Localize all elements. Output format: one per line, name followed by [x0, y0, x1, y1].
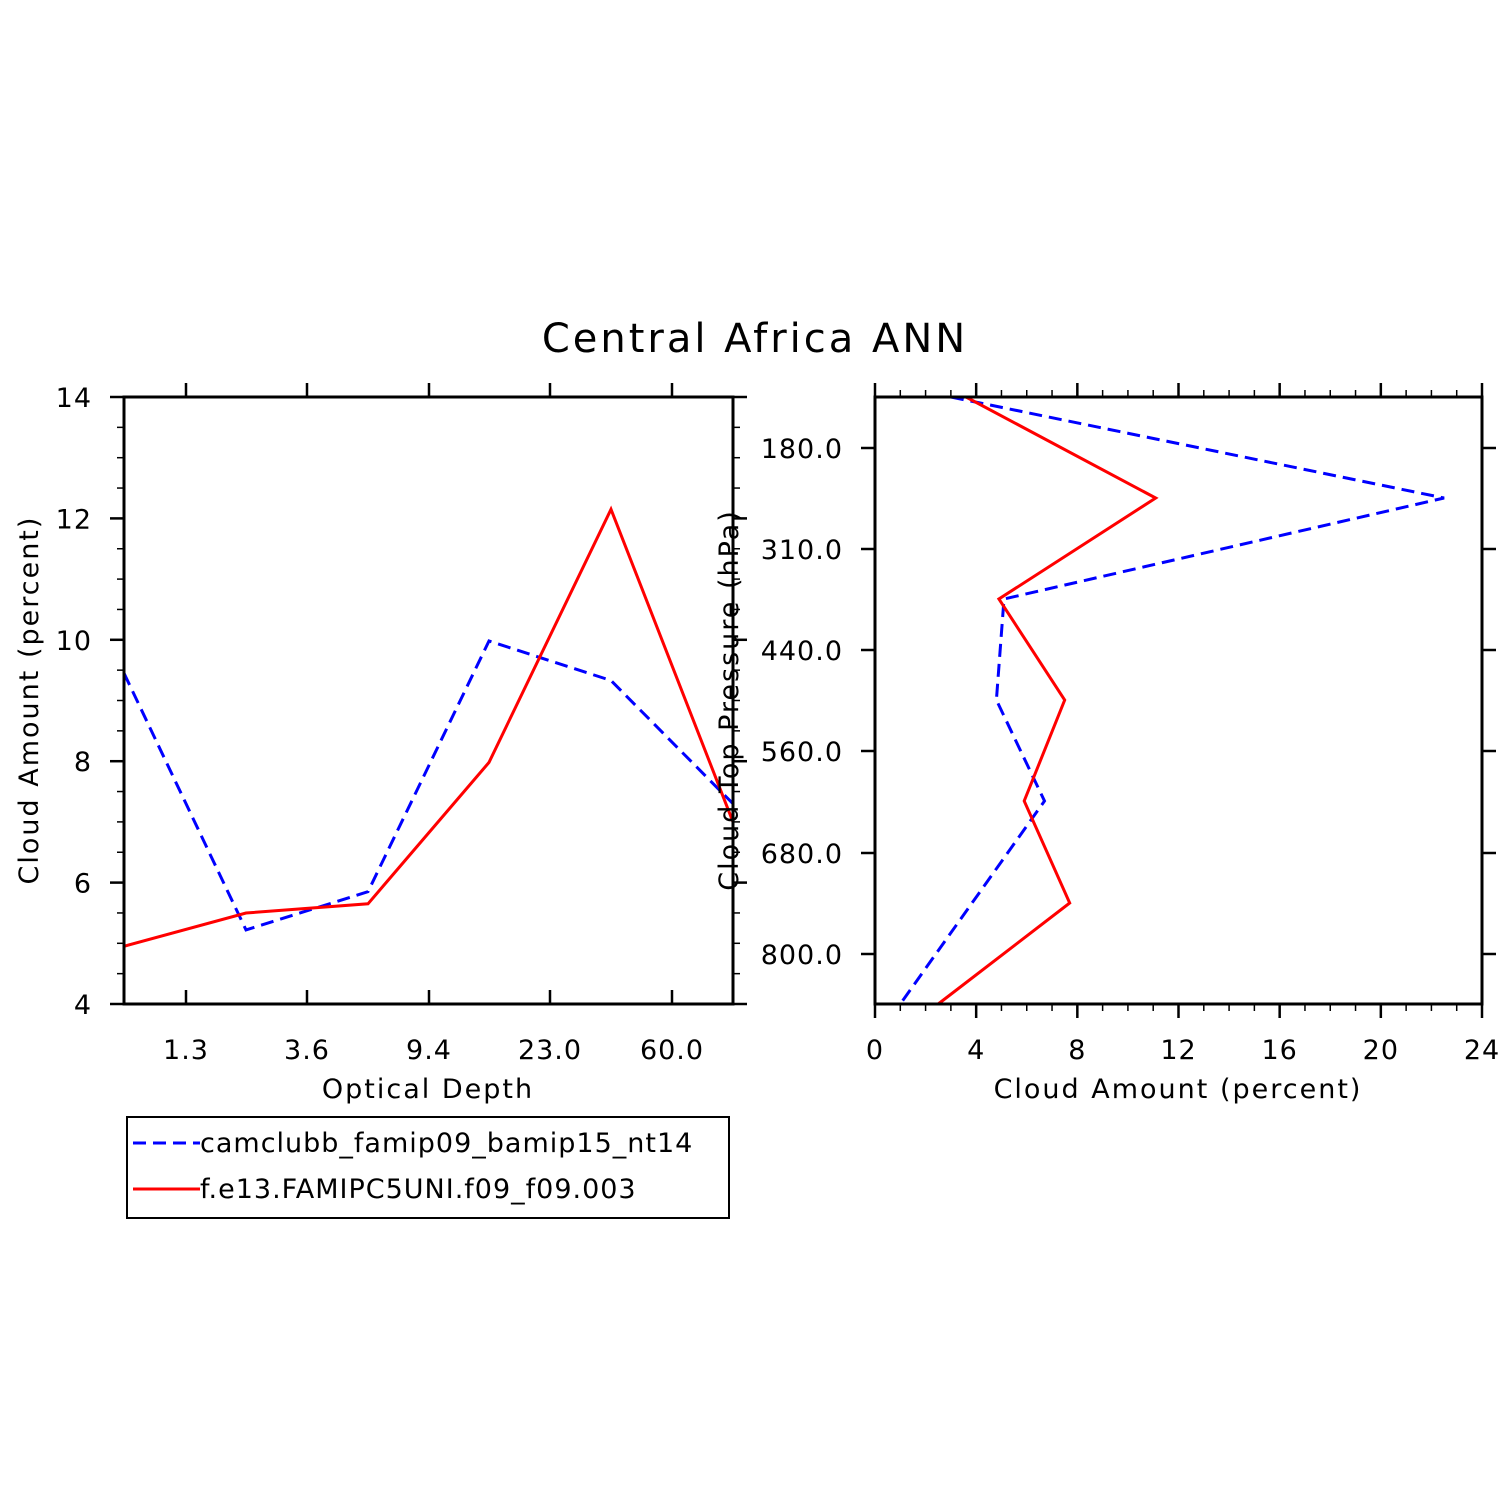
- right-x-tick-label: 4: [967, 1035, 985, 1066]
- legend: camclubb_famip09_bamip15_nt14 f.e13.FAMI…: [126, 1116, 730, 1219]
- left-x-tick-label: 1.3: [163, 1035, 209, 1066]
- left-minor-ticks: [117, 426, 740, 975]
- left-x-tick-label: 60.0: [640, 1035, 704, 1066]
- right-y-tick-label: 560.0: [761, 737, 843, 768]
- left-y-tick-label: 4: [74, 990, 92, 1021]
- right-y-tick-label: 440.0: [761, 636, 843, 667]
- left-y-tick-label: 10: [56, 626, 92, 657]
- left-series: [122, 505, 735, 948]
- left-x-tick-label: 23.0: [518, 1035, 582, 1066]
- right-y-tick-label: 680.0: [761, 839, 843, 870]
- right-y-tick-label: 800.0: [761, 940, 843, 971]
- right-y-tick-label: 310.0: [761, 535, 843, 566]
- left-y-tick-label: 12: [56, 504, 92, 535]
- right-series-blue-line: [899, 395, 1445, 1005]
- right-x-tick-label: 24: [1464, 1035, 1500, 1066]
- right-y-tick-label: 180.0: [761, 434, 843, 465]
- left-x-tick-label: 9.4: [406, 1035, 452, 1066]
- right-x-tick-label: 0: [866, 1035, 884, 1066]
- right-x-ticks: 0 4 8 12 16 20 24: [866, 383, 1500, 1066]
- legend-label-blue: camclubb_famip09_bamip15_nt14: [200, 1128, 693, 1159]
- right-x-tick-label: 20: [1363, 1035, 1399, 1066]
- left-series-blue-line: [122, 639, 735, 932]
- left-y-ticks: 4 6 8 10 12 14: [56, 383, 747, 1021]
- left-x-tick-label: 3.6: [284, 1035, 330, 1066]
- right-series: [899, 395, 1445, 1006]
- left-y-tick-label: 14: [56, 383, 92, 414]
- legend-label-red: f.e13.FAMIPC5UNI.f09_f09.003: [200, 1174, 637, 1205]
- right-y-axis-label: Cloud Top Pressure (hPa): [714, 509, 745, 891]
- left-y-axis-label: Cloud Amount (percent): [14, 516, 45, 885]
- right-x-tick-label: 12: [1160, 1035, 1196, 1066]
- left-series-red-line: [123, 505, 735, 948]
- legend-box: [126, 1116, 730, 1219]
- right-panel: 0 4 8 12 16 20 24 180.0 310.0 440.0 560.0 680.0 800…: [714, 383, 1500, 1105]
- chart-title: Central Africa ANN: [542, 316, 968, 362]
- left-plot-frame: [122, 395, 735, 1006]
- left-panel: 1.3 3.6 9.4 23.0 60.0 4 6 8 10 12 14 Optical Dept…: [14, 383, 747, 1105]
- right-y-ticks: 180.0 310.0 440.0 560.0 680.0 800.0: [761, 434, 1496, 971]
- right-series-red-line: [937, 395, 1159, 1006]
- left-x-axis-label: Optical Depth: [322, 1074, 534, 1105]
- left-x-ticks: 1.3 3.6 9.4 23.0 60.0: [163, 383, 704, 1066]
- left-y-tick-label: 8: [74, 747, 92, 778]
- right-x-axis-label: Cloud Amount (percent): [994, 1074, 1363, 1105]
- right-x-tick-label: 16: [1261, 1035, 1297, 1066]
- left-y-tick-label: 6: [74, 869, 92, 900]
- right-plot-frame: [873, 395, 1484, 1006]
- right-x-tick-label: 8: [1068, 1035, 1086, 1066]
